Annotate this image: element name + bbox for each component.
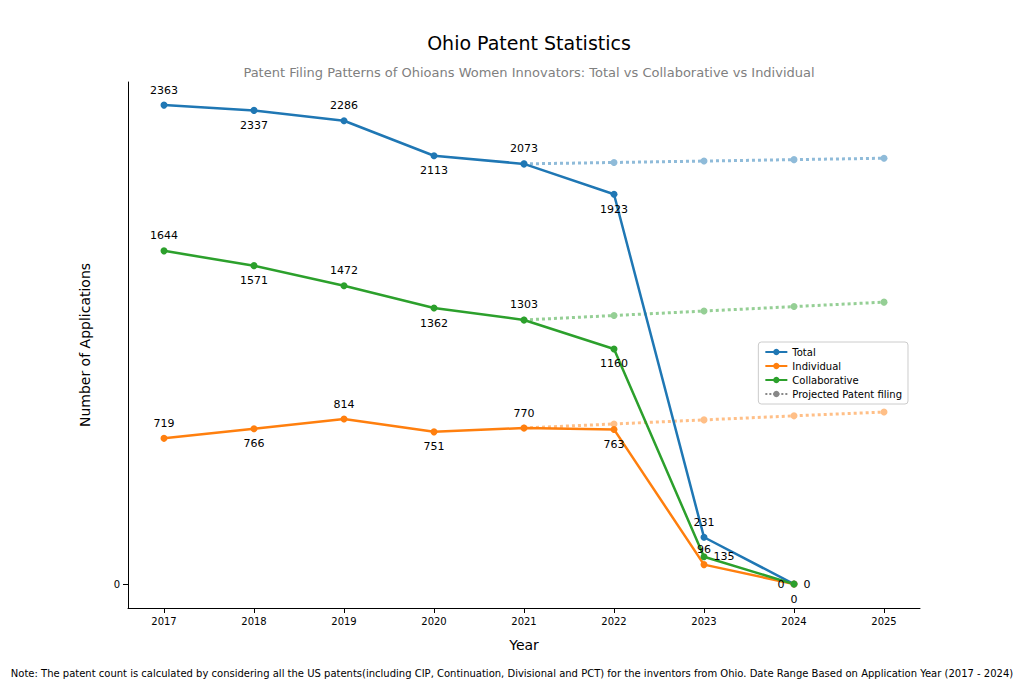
svg-text:Patent Filing Patterns of Ohio: Patent Filing Patterns of Ohioans Women …: [243, 65, 814, 80]
svg-text:Number of Applications: Number of Applications: [77, 263, 93, 427]
svg-text:1644: 1644: [150, 229, 178, 242]
svg-text:0: 0: [114, 579, 120, 590]
svg-text:Projected Patent filing: Projected Patent filing: [792, 389, 902, 400]
svg-text:96: 96: [697, 543, 711, 556]
svg-text:Collaborative: Collaborative: [792, 375, 858, 386]
svg-text:763: 763: [604, 438, 625, 451]
svg-text:2020: 2020: [421, 616, 446, 627]
svg-text:Note: The patent count is calc: Note: The patent count is calculated by …: [11, 668, 1013, 679]
svg-text:1362: 1362: [420, 317, 448, 330]
svg-text:Ohio Patent Statistics: Ohio Patent Statistics: [427, 32, 631, 54]
svg-text:0: 0: [778, 578, 785, 591]
svg-text:1923: 1923: [600, 203, 628, 216]
svg-text:770: 770: [514, 407, 535, 420]
svg-text:2021: 2021: [511, 616, 536, 627]
svg-text:2363: 2363: [150, 84, 178, 97]
svg-text:Individual: Individual: [792, 361, 841, 372]
svg-text:Year: Year: [508, 637, 539, 653]
svg-text:1160: 1160: [600, 357, 628, 370]
svg-text:2022: 2022: [601, 616, 626, 627]
svg-text:2023: 2023: [691, 616, 716, 627]
svg-text:2019: 2019: [331, 616, 356, 627]
svg-text:1303: 1303: [510, 298, 538, 311]
svg-text:135: 135: [714, 550, 735, 563]
svg-text:2337: 2337: [240, 119, 268, 132]
svg-text:2018: 2018: [241, 616, 266, 627]
svg-text:2073: 2073: [510, 142, 538, 155]
svg-text:2113: 2113: [420, 164, 448, 177]
svg-text:2024: 2024: [781, 616, 806, 627]
svg-text:0: 0: [791, 593, 798, 606]
svg-text:2017: 2017: [151, 616, 176, 627]
svg-text:814: 814: [334, 398, 355, 411]
svg-text:1472: 1472: [330, 264, 358, 277]
svg-text:719: 719: [154, 417, 175, 430]
svg-text:751: 751: [424, 440, 445, 453]
svg-text:2025: 2025: [871, 616, 896, 627]
svg-text:1571: 1571: [240, 274, 268, 287]
svg-text:2286: 2286: [330, 99, 358, 112]
svg-text:231: 231: [694, 516, 715, 529]
svg-text:Total: Total: [791, 347, 815, 358]
svg-text:0: 0: [804, 578, 811, 591]
svg-text:766: 766: [244, 437, 265, 450]
